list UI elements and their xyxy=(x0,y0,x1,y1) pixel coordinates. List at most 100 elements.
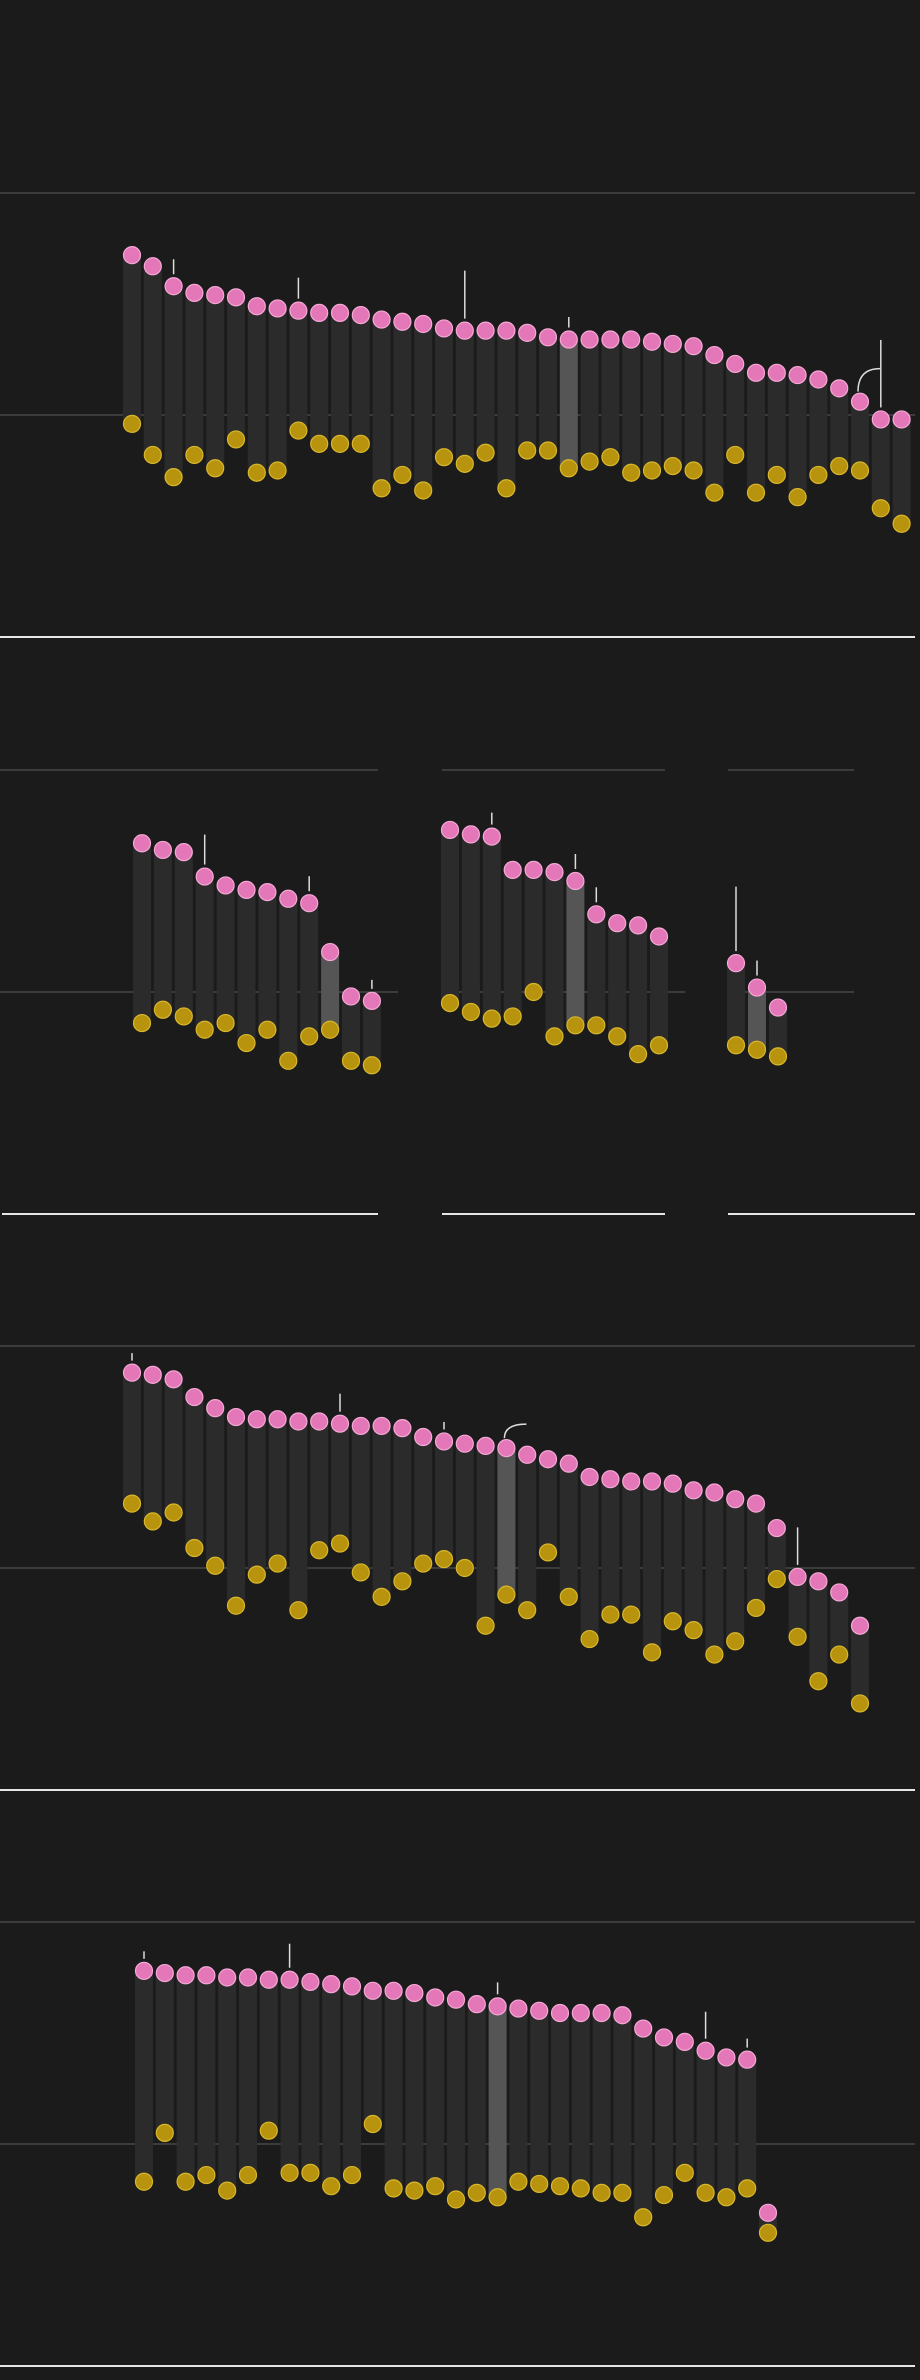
pink-point xyxy=(155,1963,174,1983)
gold-point xyxy=(301,2163,320,2182)
bar xyxy=(216,885,235,1024)
pink-point xyxy=(176,1966,195,1985)
gold-point xyxy=(185,1538,204,1558)
bar xyxy=(247,1419,266,1575)
pink-point xyxy=(628,916,648,935)
pink-point xyxy=(206,1399,225,1418)
pink-point xyxy=(414,314,433,334)
gold-point xyxy=(362,1056,381,1075)
gold-point xyxy=(342,2165,362,2185)
bar xyxy=(809,1581,828,1682)
gold-point xyxy=(580,1629,599,1649)
gold-point xyxy=(341,1051,361,1070)
gold-point xyxy=(767,1569,786,1589)
pink-point xyxy=(545,863,564,882)
bar xyxy=(133,843,151,1024)
bar xyxy=(447,1999,465,2200)
gold-point xyxy=(122,1494,142,1513)
pink-point xyxy=(238,1968,258,1987)
gold-point xyxy=(566,1016,585,1035)
bar xyxy=(289,1421,308,1611)
bar xyxy=(892,419,911,524)
pink-point xyxy=(310,303,329,322)
pink-point xyxy=(738,2050,757,2069)
bar xyxy=(362,1000,381,1066)
bar xyxy=(143,1374,162,1522)
pink-point xyxy=(455,1434,474,1453)
gold-point xyxy=(628,1045,648,1064)
pink-point xyxy=(518,1445,537,1464)
gold-point xyxy=(767,465,786,485)
bar xyxy=(482,836,501,1019)
bar xyxy=(655,2037,673,2196)
gold-point xyxy=(226,1596,246,1615)
bar xyxy=(634,2028,653,2218)
gold-point xyxy=(446,2190,466,2209)
bar xyxy=(629,925,648,1055)
gold-point xyxy=(809,1672,828,1691)
pink-point xyxy=(663,1474,682,1493)
pink-point xyxy=(289,301,308,320)
pink-point xyxy=(143,257,162,276)
pink-point xyxy=(289,1412,308,1431)
pink-point xyxy=(434,319,454,338)
bar xyxy=(342,996,360,1061)
gold-point xyxy=(809,465,828,485)
bar-highlight xyxy=(566,881,585,1026)
chart-1 xyxy=(0,192,915,638)
bar xyxy=(227,297,245,440)
pink-point xyxy=(642,332,662,351)
bar xyxy=(830,1592,849,1655)
bar xyxy=(539,337,557,451)
bar xyxy=(650,936,668,1046)
gold-point xyxy=(850,461,870,480)
gold-point xyxy=(726,1632,745,1651)
gold-point xyxy=(363,2114,382,2134)
pink-point xyxy=(580,330,599,349)
pink-point xyxy=(446,1990,466,2009)
pink-point xyxy=(122,1363,142,1382)
pink-point xyxy=(134,1961,154,1980)
gold-point xyxy=(384,2179,403,2198)
pink-point xyxy=(372,1416,391,1436)
bar xyxy=(414,323,433,491)
bar xyxy=(830,388,849,467)
pink-point xyxy=(717,2048,736,2067)
gold-point xyxy=(195,1020,214,1039)
bar xyxy=(455,1443,474,1568)
gold-point xyxy=(871,499,890,518)
gold-point xyxy=(393,1572,412,1591)
pink-point xyxy=(226,288,246,307)
pink-point xyxy=(174,843,193,862)
gold-point xyxy=(663,456,682,476)
pink-point xyxy=(654,2028,674,2047)
pink-point xyxy=(351,306,370,325)
panel xyxy=(0,1345,915,1791)
gold-point xyxy=(455,1558,474,1578)
bar xyxy=(310,1421,329,1551)
bar xyxy=(331,1423,349,1544)
bar xyxy=(539,1459,557,1553)
pink-point xyxy=(467,1995,486,2014)
chart-3 xyxy=(0,1345,915,1791)
bar xyxy=(218,1977,237,2191)
pink-point xyxy=(601,1470,620,1489)
gold-point xyxy=(258,1020,277,1039)
bars xyxy=(123,255,911,524)
bar xyxy=(705,355,724,493)
gold-point xyxy=(524,982,543,1002)
pink-point xyxy=(830,1583,849,1602)
bar xyxy=(663,1483,682,1622)
pink-point xyxy=(216,876,235,895)
gold-point xyxy=(372,1587,391,1606)
bar xyxy=(206,295,225,469)
gold-point xyxy=(601,448,620,467)
bar xyxy=(174,852,193,1017)
bar xyxy=(206,1408,225,1566)
pink-point xyxy=(850,1616,870,1635)
gold-point xyxy=(503,1007,522,1026)
bar xyxy=(135,1970,153,2182)
gold-point xyxy=(164,1503,183,1522)
gold-point xyxy=(580,452,599,471)
pink-point xyxy=(247,1410,266,1429)
